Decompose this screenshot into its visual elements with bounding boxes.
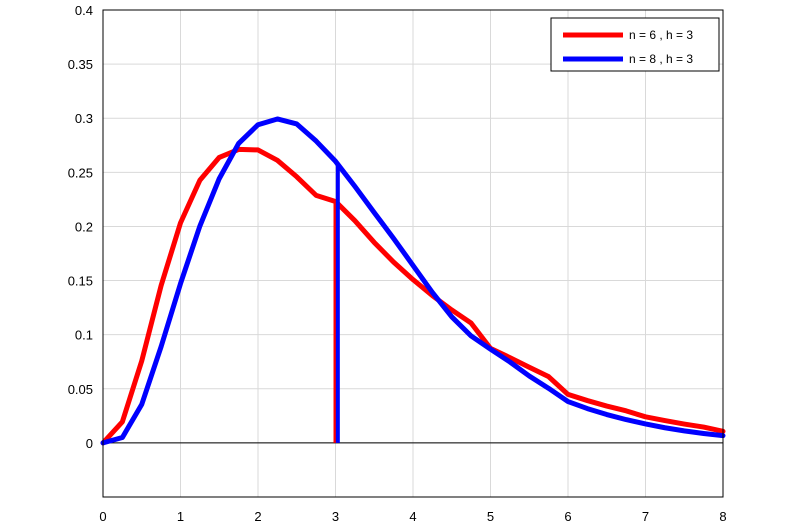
- y-tick-label-8: 0.4: [75, 3, 93, 18]
- x-tick-label-0: 0: [99, 509, 106, 524]
- x-tick-label-4: 4: [409, 509, 416, 524]
- plot-frame: [102, 9, 724, 498]
- x-tick-label-2: 2: [254, 509, 261, 524]
- x-tick-label-1: 1: [177, 509, 184, 524]
- x-tick-label-3: 3: [332, 509, 339, 524]
- y-tick-label-5: 0.25: [68, 165, 93, 180]
- legend: n = 6 , h = 3 n = 8 , h = 3: [550, 17, 720, 72]
- x-tick-label-6: 6: [564, 509, 571, 524]
- legend-box: [550, 17, 720, 72]
- x-tick-label-8: 8: [719, 509, 726, 524]
- legend-label-1: n = 6 , h = 3: [629, 28, 693, 42]
- y-tick-label-4: 0.2: [75, 219, 93, 234]
- x-tick-label-7: 7: [642, 509, 649, 524]
- y-tick-label-0: 0: [86, 436, 93, 451]
- y-tick-label-7: 0.35: [68, 57, 93, 72]
- series-line-2: [100, 116, 726, 446]
- y-axis-ticks: 0 0.05 0.1 0.15 0.2 0.25 0.3 0.35 0.4: [68, 3, 93, 451]
- series-group: [100, 116, 726, 446]
- x-axis-ticks: 0 1 2 3 4 5 6 7 8: [99, 509, 726, 524]
- legend-label-2: n = 8 , h = 3: [629, 52, 693, 66]
- y-tick-label-2: 0.1: [75, 328, 93, 343]
- y-tick-label-6: 0.3: [75, 111, 93, 126]
- series-line-1: [100, 146, 726, 446]
- y-tick-label-3: 0.15: [68, 274, 93, 289]
- x-tick-label-5: 5: [487, 509, 494, 524]
- y-tick-label-1: 0.05: [68, 382, 93, 397]
